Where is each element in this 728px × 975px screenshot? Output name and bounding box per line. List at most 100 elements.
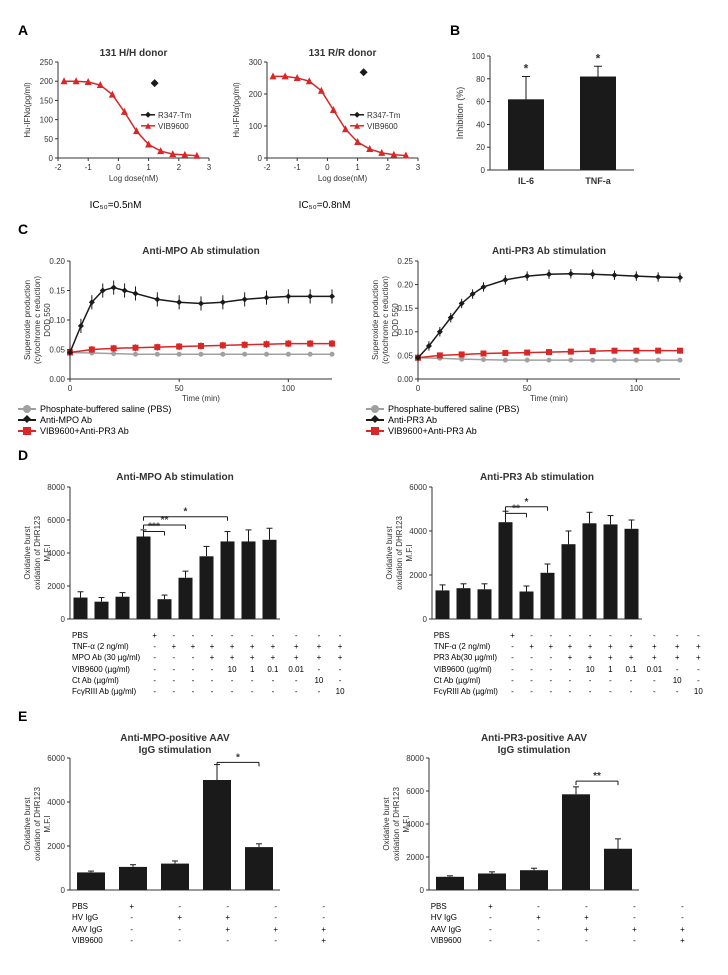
svg-text:200: 200 bbox=[249, 90, 263, 99]
svg-text:M.F.I: M.F.I bbox=[43, 815, 52, 832]
svg-text:Log dose(nM): Log dose(nM) bbox=[318, 174, 368, 183]
svg-text:VIB9600: VIB9600 bbox=[367, 122, 398, 131]
svg-text:0: 0 bbox=[61, 615, 66, 624]
svg-text:**: ** bbox=[161, 515, 169, 526]
svg-text:0.05: 0.05 bbox=[397, 351, 413, 360]
svg-text:oxidation of DHR123: oxidation of DHR123 bbox=[33, 787, 42, 861]
svg-text:131 R/R donor: 131 R/R donor bbox=[309, 48, 377, 59]
svg-text:100: 100 bbox=[40, 116, 54, 125]
svg-text:2: 2 bbox=[177, 163, 182, 172]
svg-text:M.F.I: M.F.I bbox=[402, 815, 411, 832]
panel-a-label: A bbox=[18, 22, 422, 38]
svg-text:100: 100 bbox=[282, 384, 296, 393]
svg-text:0: 0 bbox=[61, 886, 66, 895]
svg-text:100: 100 bbox=[249, 122, 263, 131]
panelA-right: 131 R/R donor0100200300-2-10123Hu-IFNα(p… bbox=[227, 44, 422, 211]
svg-text:80: 80 bbox=[476, 75, 485, 84]
svg-text:50: 50 bbox=[44, 135, 53, 144]
svg-text:*: * bbox=[184, 507, 188, 518]
svg-text:250: 250 bbox=[40, 58, 54, 67]
svg-text:M.F.I: M.F.I bbox=[405, 544, 414, 561]
svg-text:R347-Tm: R347-Tm bbox=[367, 111, 401, 120]
svg-text:6000: 6000 bbox=[47, 754, 65, 763]
svg-text:-2: -2 bbox=[54, 163, 62, 172]
svg-text:oxidation of DHR123: oxidation of DHR123 bbox=[395, 516, 404, 590]
svg-text:300: 300 bbox=[249, 58, 263, 67]
svg-text:0.20: 0.20 bbox=[397, 281, 413, 290]
svg-text:Anti-MPO Ab stimulation: Anti-MPO Ab stimulation bbox=[116, 472, 233, 483]
svg-text:100: 100 bbox=[472, 52, 486, 61]
svg-text:-1: -1 bbox=[85, 163, 93, 172]
svg-text:3: 3 bbox=[207, 163, 212, 172]
svg-text:0.00: 0.00 bbox=[397, 375, 413, 384]
svg-text:R347-Tm: R347-Tm bbox=[158, 111, 192, 120]
svg-text:3: 3 bbox=[416, 163, 421, 172]
svg-text:2000: 2000 bbox=[47, 582, 65, 591]
panel-d-label: D bbox=[18, 447, 710, 463]
panelA-left: 131 H/H donor050100150200250-2-10123Hu-I… bbox=[18, 44, 213, 211]
svg-text:M.F.I: M.F.I bbox=[43, 544, 52, 561]
svg-text:DOD 550: DOD 550 bbox=[43, 303, 52, 337]
panelD-right: Anti-PR3 Ab stimulation0200040006000Oxid… bbox=[380, 469, 710, 698]
svg-text:6000: 6000 bbox=[406, 787, 424, 796]
svg-text:0: 0 bbox=[116, 163, 121, 172]
svg-text:*: * bbox=[524, 497, 528, 508]
svg-text:Log dose(nM): Log dose(nM) bbox=[109, 174, 159, 183]
svg-text:-1: -1 bbox=[294, 163, 302, 172]
svg-text:Inhibition (%): Inhibition (%) bbox=[455, 87, 465, 140]
svg-text:IgG stimulation: IgG stimulation bbox=[139, 745, 212, 756]
svg-text:Oxidative burst: Oxidative burst bbox=[23, 797, 32, 851]
svg-text:8000: 8000 bbox=[47, 483, 65, 492]
svg-text:(cytochrome c reduction): (cytochrome c reduction) bbox=[381, 276, 390, 364]
svg-text:131 H/H donor: 131 H/H donor bbox=[100, 48, 168, 59]
svg-text:Superoxide production: Superoxide production bbox=[371, 280, 380, 360]
svg-text:0.15: 0.15 bbox=[49, 287, 65, 296]
svg-text:2: 2 bbox=[386, 163, 391, 172]
svg-text:0: 0 bbox=[68, 384, 73, 393]
svg-text:Oxidative burst: Oxidative burst bbox=[382, 797, 391, 851]
svg-text:Anti-MPO Ab stimulation: Anti-MPO Ab stimulation bbox=[142, 246, 259, 257]
svg-text:0.05: 0.05 bbox=[49, 346, 65, 355]
panelC-right: Anti-PR3 Ab stimulation0.000.050.100.150… bbox=[366, 243, 686, 437]
svg-text:Anti-PR3-positive AAV: Anti-PR3-positive AAV bbox=[481, 733, 587, 744]
svg-text:*: * bbox=[596, 51, 601, 65]
svg-text:Anti-MPO-positive AAV: Anti-MPO-positive AAV bbox=[120, 733, 230, 744]
svg-text:Time (min): Time (min) bbox=[530, 394, 568, 403]
svg-text:50: 50 bbox=[175, 384, 184, 393]
svg-text:6000: 6000 bbox=[47, 516, 65, 525]
svg-text:0: 0 bbox=[416, 384, 421, 393]
svg-text:oxidation of DHR123: oxidation of DHR123 bbox=[33, 516, 42, 590]
svg-text:IgG stimulation: IgG stimulation bbox=[497, 745, 570, 756]
svg-text:2000: 2000 bbox=[47, 842, 65, 851]
svg-text:4000: 4000 bbox=[47, 798, 65, 807]
svg-text:*: * bbox=[236, 753, 240, 764]
svg-text:0: 0 bbox=[325, 163, 330, 172]
svg-text:IL-6: IL-6 bbox=[518, 176, 534, 186]
svg-text:2000: 2000 bbox=[406, 853, 424, 862]
svg-text:20: 20 bbox=[476, 143, 485, 152]
svg-text:oxidation of DHR123: oxidation of DHR123 bbox=[392, 787, 401, 861]
svg-text:2000: 2000 bbox=[409, 571, 427, 580]
panelD-left: Anti-MPO Ab stimulation02000400060008000… bbox=[18, 469, 352, 698]
svg-text:100: 100 bbox=[630, 384, 644, 393]
svg-text:Time (min): Time (min) bbox=[182, 394, 220, 403]
panelE-right: Anti-PR3-positive AAVIgG stimulation0200… bbox=[377, 730, 708, 947]
panelC-left: Anti-MPO Ab stimulation0.000.050.100.150… bbox=[18, 243, 338, 437]
svg-text:DOD 550: DOD 550 bbox=[391, 303, 400, 337]
panel-b-label: B bbox=[450, 22, 699, 38]
svg-text:200: 200 bbox=[40, 77, 54, 86]
svg-text:-2: -2 bbox=[263, 163, 271, 172]
svg-text:60: 60 bbox=[476, 98, 485, 107]
svg-text:0: 0 bbox=[49, 154, 54, 163]
svg-text:8000: 8000 bbox=[406, 754, 424, 763]
svg-text:Anti-PR3 Ab stimulation: Anti-PR3 Ab stimulation bbox=[480, 472, 594, 483]
panelE-left: Anti-MPO-positive AAVIgG stimulation 0 200… bbox=[18, 730, 349, 947]
svg-text:1: 1 bbox=[355, 163, 360, 172]
svg-text:4000: 4000 bbox=[409, 527, 427, 536]
svg-text:Superoxide production: Superoxide production bbox=[23, 280, 32, 360]
svg-text:**: ** bbox=[512, 503, 520, 514]
svg-text:0: 0 bbox=[422, 615, 427, 624]
svg-text:0: 0 bbox=[258, 154, 263, 163]
panel-c-label: C bbox=[18, 221, 710, 237]
svg-text:**: ** bbox=[593, 771, 601, 782]
